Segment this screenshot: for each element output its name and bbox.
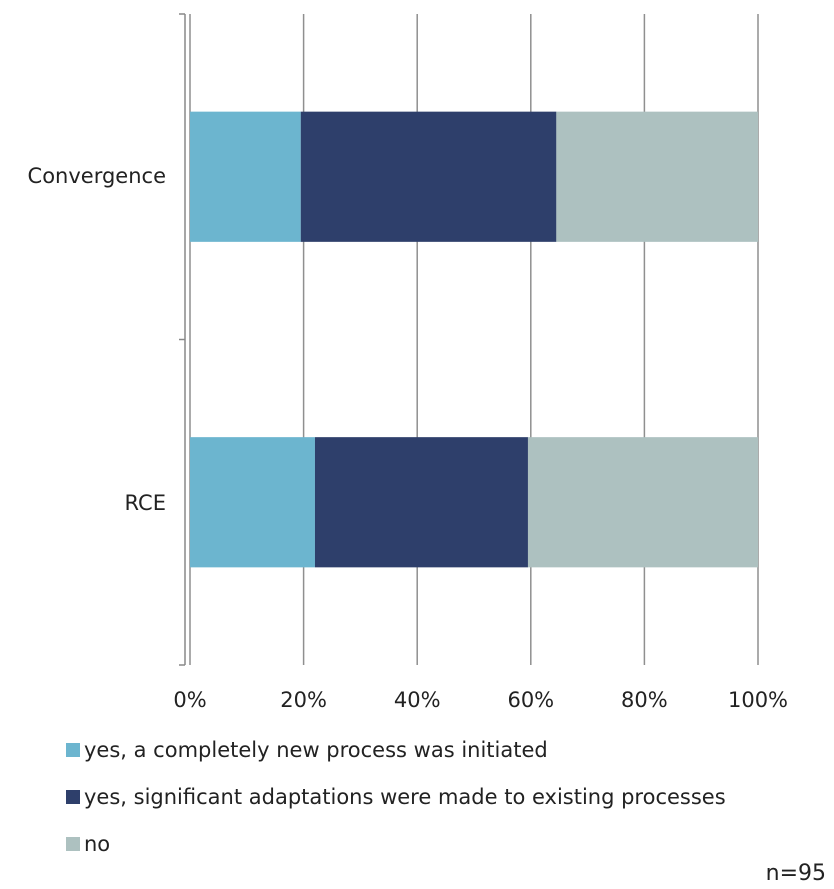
x-tick-label-100: 100% [728,688,788,712]
chart: Convergence RCE 0% 20% 40% 60% 80% 100% [28,13,788,712]
bar-rce-series-1 [314,437,528,568]
legend-label-new-process: yes, a completely new process was initia… [84,738,548,762]
legend-swatch-new-process [66,743,80,757]
legend-swatch-no [66,837,80,851]
category-label-rce: RCE [125,491,166,515]
legend-swatch-adaptations [66,790,80,804]
x-tick-label-60: 60% [507,688,554,712]
x-tick-label-40: 40% [394,688,441,712]
x-tick-label-0: 0% [173,688,206,712]
bars [190,111,758,568]
sample-size-note: n=95 [765,861,826,886]
bar-convergence-series-1 [300,111,557,242]
x-tick-label-20: 20% [280,688,327,712]
bar-convergence-series-0 [190,111,301,242]
legend-label-adaptations: yes, significant adaptations were made t… [84,785,726,809]
legend-item-no: no [66,832,726,856]
legend-label-no: no [84,832,111,856]
bar-convergence-series-2 [556,111,758,242]
y-axis-ticks [179,13,185,666]
x-tick-label-80: 80% [621,688,668,712]
legend-item-new-process: yes, a completely new process was initia… [66,738,726,762]
legend: yes, a completely new process was initia… [66,738,726,879]
legend-item-adaptations: yes, significant adaptations were made t… [66,785,726,809]
bar-rce-series-0 [190,437,315,568]
category-label-convergence: Convergence [28,164,166,188]
bar-rce-series-2 [527,437,758,568]
